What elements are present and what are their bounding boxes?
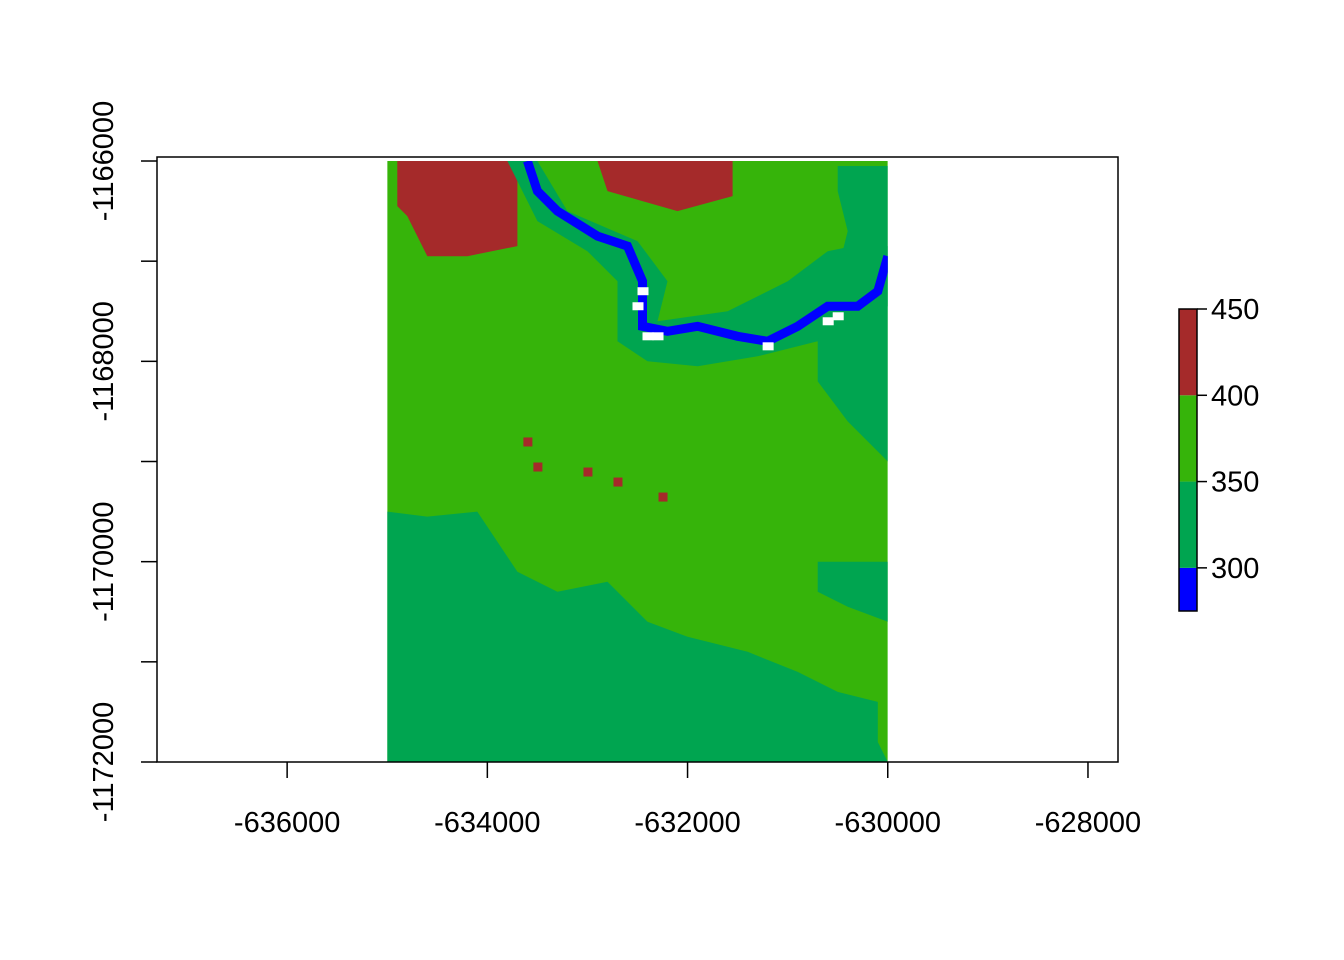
nodata-cell-1 xyxy=(632,302,644,311)
x-tick-label: -636000 xyxy=(234,807,340,839)
legend-tick-label: 300 xyxy=(1211,553,1259,585)
legend-tick-label: 400 xyxy=(1211,380,1259,412)
x-tick-label: -634000 xyxy=(434,807,540,839)
x-tick-label: -628000 xyxy=(1035,807,1141,839)
nodata-cell-2 xyxy=(642,332,654,341)
raster-cells xyxy=(387,161,888,762)
color-legend: 300 350 400 450 xyxy=(1178,294,1259,612)
y-tick-label: -1170000 xyxy=(88,501,120,621)
plot-frame xyxy=(156,156,1119,763)
raster-cell-8 xyxy=(533,462,543,472)
nodata-cell-5 xyxy=(822,317,834,326)
legend-swatch xyxy=(1179,567,1197,611)
legend-border xyxy=(1178,308,1198,612)
nodata-cell-3 xyxy=(652,332,664,341)
raster-image xyxy=(387,161,888,762)
raster-zone-5 xyxy=(817,561,888,622)
legend-swatch xyxy=(1179,309,1197,396)
raster-cell-10 xyxy=(613,477,623,487)
raster-cell-9 xyxy=(583,467,593,477)
legend-tick-label: 350 xyxy=(1211,467,1259,499)
nodata-cell-0 xyxy=(637,287,649,296)
raster-zone-1 xyxy=(597,161,733,212)
legend-swatch xyxy=(1179,395,1197,482)
legend-tick-label: 450 xyxy=(1211,294,1259,326)
y-tick-label: -1166000 xyxy=(88,101,120,221)
raster-zone-4 xyxy=(387,511,888,762)
legend-swatch xyxy=(1179,481,1197,568)
x-axis: -636000 -634000 -632000 -630000 -628000 xyxy=(234,762,1141,839)
nodata-cell-6 xyxy=(832,312,844,321)
y-axis: -1166000 -1168000 -1170000 -1172000 xyxy=(88,101,157,822)
raster-zone-2 xyxy=(507,161,888,367)
nodata-cell-4 xyxy=(762,342,774,351)
x-tick-label: -630000 xyxy=(835,807,941,839)
raster-zone-0 xyxy=(397,161,518,257)
plot-border xyxy=(156,156,1119,763)
x-tick-label: -632000 xyxy=(634,807,740,839)
raster-cell-7 xyxy=(523,437,533,447)
raster-channel-6 xyxy=(523,161,888,346)
y-tick-label: -1168000 xyxy=(88,301,120,421)
raster-cell-11 xyxy=(658,492,668,502)
raster-zone-3 xyxy=(817,166,888,462)
y-tick-label: -1172000 xyxy=(88,702,120,822)
